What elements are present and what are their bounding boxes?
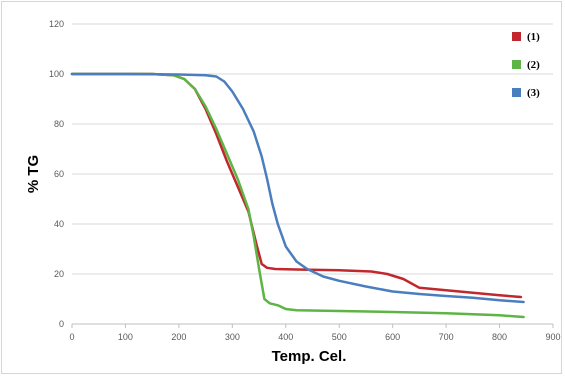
y-tick-label: 100 [49,69,64,79]
axes [71,323,554,328]
x-tick-label: 100 [118,332,133,342]
x-tick-label: 800 [492,332,507,342]
x-tick-label: 600 [385,332,400,342]
x-tick-label: 900 [545,332,560,342]
x-tick-label: 500 [332,332,347,342]
grid [72,23,553,275]
x-tick-label: 700 [439,332,454,342]
series-line [70,72,525,304]
y-tick-label: 0 [59,319,64,329]
x-tick-label: 200 [171,332,186,342]
x-tick-label: 0 [69,332,74,342]
series-lines [70,72,525,319]
legend: (1) (2) (3) [512,31,540,99]
legend-swatch [512,88,521,97]
y-axis-title: % TG [25,155,42,193]
series-line [70,72,523,299]
legend-label: (3) [527,87,540,99]
x-tick-label: 300 [225,332,240,342]
y-tick-label: 80 [54,119,64,129]
y-tick-label: 60 [54,169,64,179]
y-tick-label: 120 [49,19,64,29]
x-axis-title: Temp. Cel. [272,348,347,365]
legend-label: (1) [527,31,540,43]
legend-swatch [512,60,521,69]
series-line [70,72,525,319]
y-tick-label: 40 [54,219,64,229]
x-tick-label: 400 [278,332,293,342]
y-tick-label: 20 [54,269,64,279]
legend-label: (2) [527,59,540,71]
tick-labels: 0 20 40 60 80 100 120 0 100 200 300 400 500 600 700 800… [49,19,561,342]
legend-swatch [512,32,521,41]
